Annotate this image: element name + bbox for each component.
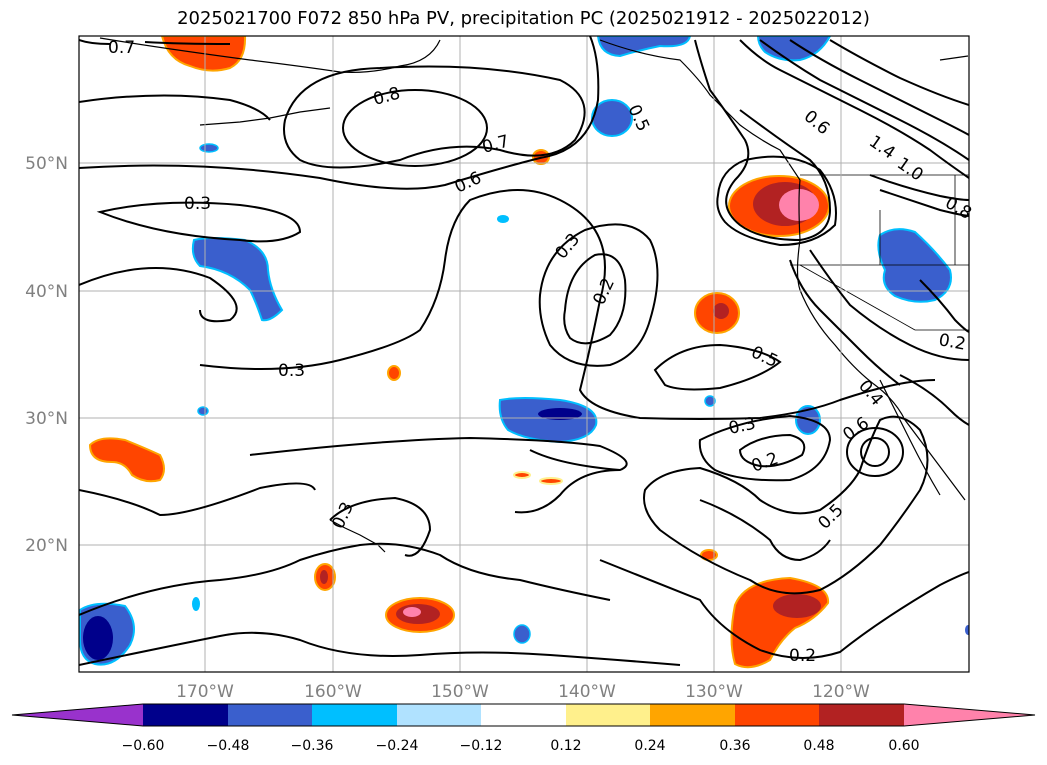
map-content [79,36,969,672]
gridlines [79,36,969,672]
lat-label: 30°N [25,409,68,429]
lon-label: 140°W [558,682,616,702]
map-area [79,36,969,672]
colorbar-bin [650,704,735,726]
pv-contours [79,36,969,666]
colorbar-tick-label: −0.60 [122,738,165,754]
lon-label: 150°W [431,682,489,702]
colorbar-bin [228,704,312,726]
lon-label: 130°W [685,682,743,702]
contour-label: 0.3 [184,194,211,214]
colorbar-bin [143,704,228,726]
colorbar-bin [735,704,819,726]
lat-label: 20°N [25,536,68,556]
contour-label: 0.3 [278,361,305,381]
lon-label: 120°W [812,682,870,702]
colorbar-tick-label: −0.36 [291,738,334,754]
colorbar-bin [312,704,397,726]
contour-label: 0.7 [108,38,135,58]
colorbar-outline [11,703,1036,727]
colorbar-bin [566,704,650,726]
colorbar-bin [397,704,481,726]
contour-label: 0.2 [789,646,816,666]
colorbar-tick-label: 0.24 [634,738,665,754]
latitude-labels: 50°N 40°N 30°N 20°N [25,154,68,556]
map-title: 2025021700 F072 850 hPa PV, precipitatio… [177,8,870,29]
colorbar-tick-label: 0.12 [550,738,581,754]
colorbar-tick-label: −0.12 [460,738,503,754]
precipitation-shading [79,36,969,669]
colorbar: −0.60 −0.48 −0.36 −0.24 −0.12 0.12 0.24 … [11,703,1036,754]
colorbar-tick-label: 0.36 [719,738,750,754]
colorbar-tick-label: 0.60 [888,738,919,754]
lon-label: 170°W [176,682,234,702]
colorbar-extend-left [12,704,143,726]
lon-label: 160°W [304,682,362,702]
lat-label: 40°N [25,282,68,302]
lat-label: 50°N [25,154,68,174]
longitude-labels: 170°W 160°W 150°W 140°W 130°W 120°W [176,682,870,702]
colorbar-tick-label: −0.48 [207,738,250,754]
map-frame [78,35,970,673]
colorbar-bin [819,704,904,726]
contour-label: 0.2 [937,330,967,354]
colorbar-extend-right [904,704,1035,726]
colorbar-bin [481,704,566,726]
colorbar-tick-label: 0.48 [803,738,834,754]
colorbar-tick-label: −0.24 [376,738,419,754]
